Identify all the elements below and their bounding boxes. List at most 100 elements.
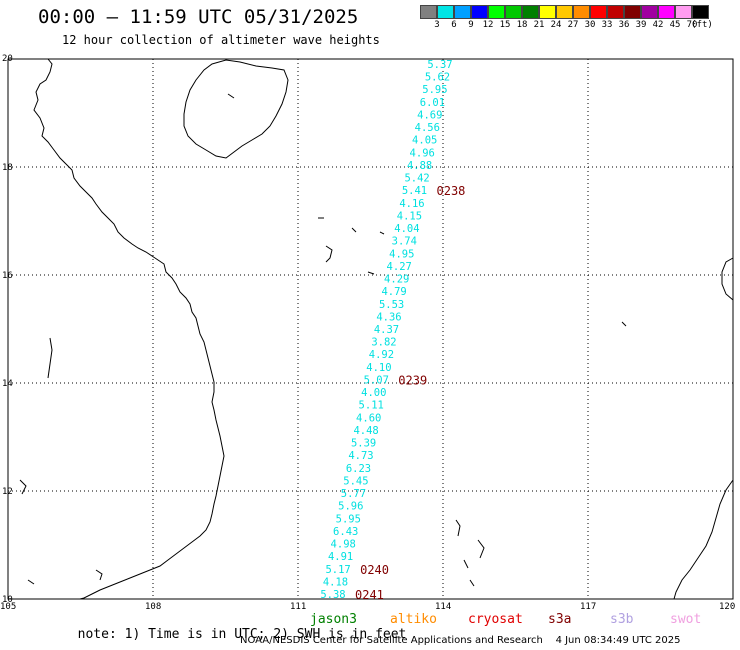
graticule	[8, 59, 733, 599]
lon-label: 114	[435, 602, 451, 612]
legend-swatch	[675, 5, 692, 19]
swh-value: 3.74	[392, 236, 417, 248]
swh-value: 4.88	[407, 160, 432, 172]
legend-swatch	[658, 5, 675, 19]
legend-label: 27	[567, 20, 579, 30]
swh-value: 5.17	[325, 564, 350, 576]
legend-swatch	[454, 5, 471, 19]
swh-value: 4.91	[328, 551, 353, 563]
swh-value: 4.36	[376, 311, 401, 323]
lat-label: 16	[2, 271, 13, 281]
legend-swatch	[437, 5, 454, 19]
satellite-s3a: s3a	[548, 612, 572, 627]
lon-label: 111	[290, 602, 306, 612]
legend-label: 9	[468, 20, 474, 30]
time-label: 0240	[360, 563, 389, 577]
footnote-note: note: 1) Time is in UTC; 2) SWH is in fe…	[77, 627, 407, 642]
swh-value: 5.07	[364, 375, 389, 387]
swh-value: 5.37	[427, 59, 452, 71]
swh-value: 6.01	[420, 97, 445, 109]
coastline-hainan	[183, 59, 289, 159]
small-islands	[19, 93, 627, 587]
swh-value: 4.92	[369, 349, 394, 361]
swh-value: 3.82	[371, 337, 396, 349]
legend-label: 33	[601, 20, 613, 30]
legend-swatch	[573, 5, 590, 19]
coastline-vietnam	[33, 58, 225, 600]
satellite-jason3: jason3	[310, 612, 357, 627]
lat-label: 14	[2, 379, 13, 389]
swh-value: 4.79	[381, 286, 406, 298]
legend-swatch	[607, 5, 624, 19]
legend-label: 21	[533, 20, 545, 30]
legend-swatch	[590, 5, 607, 19]
swh-value: 4.18	[323, 576, 348, 588]
color-legend: 3 6 9 12 15 18 21 24 27 30 33 36 39 42 45 70 (ft)	[420, 5, 713, 33]
satellite-swot: swot	[670, 612, 702, 627]
lon-label: 105	[0, 602, 16, 612]
lon-label: 108	[145, 602, 161, 612]
legend-swatch	[556, 5, 573, 19]
swh-value: 5.53	[379, 299, 404, 311]
swh-value: 4.60	[356, 412, 381, 424]
swh-value: 4.27	[387, 261, 412, 273]
legend-label: 45	[669, 20, 681, 30]
swh-value: 4.95	[389, 248, 414, 260]
swh-value: 4.73	[348, 450, 373, 462]
page-title: 00:00 – 11:59 UTC 05/31/2025	[38, 6, 359, 28]
legend-swatch	[692, 5, 709, 19]
swh-value: 4.16	[399, 198, 424, 210]
lat-label: 12	[2, 487, 13, 497]
swh-value: 5.77	[341, 488, 366, 500]
swh-value: 4.96	[410, 147, 435, 159]
swh-value: 4.37	[374, 324, 399, 336]
legend-label: 70	[686, 20, 698, 30]
legend-label: 12	[482, 20, 494, 30]
swh-value: 4.69	[417, 110, 442, 122]
swh-value: 5.95	[336, 513, 361, 525]
latitude-labels: 20 18 16 14 12 10	[2, 54, 13, 605]
swh-value: 4.29	[384, 274, 409, 286]
satellite-s3b: s3b	[610, 612, 634, 627]
legend-label: 6	[451, 20, 457, 30]
legend-label: 18	[516, 20, 528, 30]
altimeter-track: 5.375.625.956.014.694.564.054.964.885.42…	[320, 59, 465, 602]
legend-swatch	[488, 5, 505, 19]
lon-label: 117	[580, 602, 596, 612]
swh-value: 4.05	[412, 135, 437, 147]
swh-value: 4.48	[353, 425, 378, 437]
legend-swatch	[641, 5, 658, 19]
time-label: 0239	[398, 374, 427, 388]
swh-value: 5.39	[351, 438, 376, 450]
swh-value: 5.42	[404, 173, 429, 185]
legend-swatch	[420, 5, 437, 19]
legend-swatch	[522, 5, 539, 19]
footnote: note: 1) Time is in UTC; 2) SWH is in fe…	[62, 612, 407, 642]
legend-label: 39	[635, 20, 647, 30]
time-label: 0238	[437, 184, 466, 198]
longitude-labels: 105 108 111 114 117 120	[0, 602, 735, 612]
satellite-cryosat: cryosat	[468, 612, 523, 627]
swh-value: 5.95	[422, 84, 447, 96]
legend-swatch	[539, 5, 556, 19]
time-label: 0241	[355, 588, 384, 602]
satellite-altiko: altiko	[390, 612, 437, 627]
credit-line: NOAA/NESDIS Center for Satellite Applica…	[240, 635, 681, 646]
swh-value: 4.15	[397, 210, 422, 222]
swh-value: 6.23	[346, 463, 371, 475]
swh-value: 6.43	[333, 526, 358, 538]
swh-value: 5.11	[359, 400, 384, 412]
swh-value: 5.38	[320, 589, 345, 601]
legend-unit: (ft)	[691, 20, 713, 30]
lon-label: 120	[719, 602, 735, 612]
legend-label: 36	[618, 20, 630, 30]
coastline-palawan	[673, 479, 734, 600]
legend-swatch	[471, 5, 488, 19]
swh-value: 4.04	[394, 223, 419, 235]
swh-value: 4.98	[331, 539, 356, 551]
swh-value: 5.96	[338, 501, 363, 513]
page-subtitle: 12 hour collection of altimeter wave hei…	[62, 33, 380, 47]
legend-label: 24	[550, 20, 562, 30]
map-frame	[7, 58, 734, 600]
